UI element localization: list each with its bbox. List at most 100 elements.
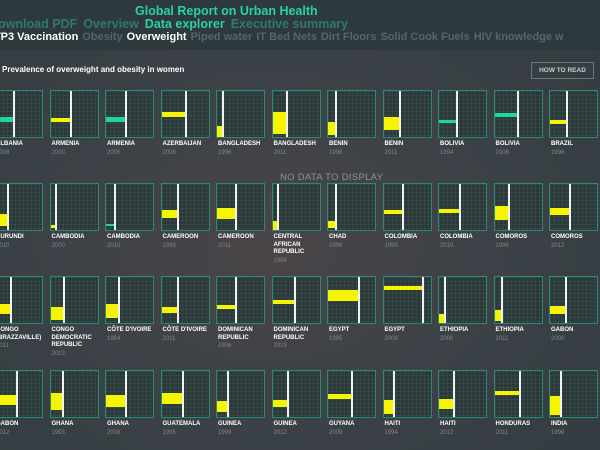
country-tile[interactable] bbox=[105, 183, 154, 231]
country-label: Côte d'Ivoire bbox=[162, 327, 207, 333]
prevalence-bar bbox=[383, 285, 422, 291]
nav-data-explorer[interactable]: Data explorer bbox=[144, 17, 225, 31]
country-label: Guinea bbox=[273, 421, 297, 427]
prevalence-bar bbox=[0, 213, 8, 227]
country-label: Guyana bbox=[329, 421, 355, 427]
prevalence-bar bbox=[0, 116, 13, 122]
country-tile[interactable] bbox=[105, 276, 154, 324]
country-tile[interactable] bbox=[327, 183, 376, 231]
reference-line bbox=[456, 91, 459, 137]
country-label: Honduras bbox=[495, 421, 531, 427]
country-tile[interactable] bbox=[0, 183, 43, 231]
survey-year: 1995 bbox=[329, 335, 343, 342]
country-tile[interactable] bbox=[327, 370, 376, 418]
survey-year: 2012 bbox=[440, 429, 454, 436]
country-tile[interactable] bbox=[493, 90, 543, 138]
country-tile[interactable] bbox=[271, 183, 321, 231]
country-tile[interactable] bbox=[0, 370, 43, 418]
country-label: Guinea bbox=[218, 421, 242, 427]
country-label: India bbox=[551, 421, 568, 427]
country-tile[interactable] bbox=[160, 90, 210, 138]
reference-line bbox=[124, 371, 127, 417]
country-tile[interactable] bbox=[216, 90, 265, 138]
country-tile[interactable] bbox=[49, 90, 99, 138]
country-tile[interactable] bbox=[549, 183, 598, 231]
reference-line bbox=[569, 184, 572, 230]
reference-line bbox=[234, 184, 237, 230]
country-tile[interactable] bbox=[493, 370, 543, 418]
country-tile[interactable] bbox=[0, 90, 43, 138]
reference-line bbox=[113, 184, 116, 230]
reference-line bbox=[234, 277, 237, 323]
reference-line bbox=[444, 277, 447, 323]
country-tile[interactable] bbox=[493, 276, 543, 324]
country-tile[interactable] bbox=[382, 183, 432, 231]
country-tile[interactable] bbox=[271, 276, 321, 324]
country-tile[interactable] bbox=[49, 276, 99, 324]
indicator-obesity[interactable]: Obesity bbox=[82, 31, 123, 43]
country-tile[interactable] bbox=[438, 183, 487, 231]
prevalence-bar bbox=[383, 209, 403, 214]
nav-overview[interactable]: Overview bbox=[83, 17, 139, 31]
country-tile[interactable] bbox=[549, 276, 598, 324]
country-tile[interactable] bbox=[382, 90, 432, 138]
country-tile[interactable] bbox=[105, 370, 154, 418]
prevalence-bar bbox=[550, 207, 570, 215]
survey-year: 1998 bbox=[162, 242, 176, 249]
country-tile[interactable] bbox=[160, 276, 210, 324]
country-label: Ghana bbox=[51, 421, 74, 427]
indicator-piped-water[interactable]: Piped water bbox=[190, 31, 253, 43]
country-tile[interactable] bbox=[49, 370, 99, 418]
country-label: Cambodia bbox=[51, 234, 85, 240]
country-tile[interactable] bbox=[438, 370, 487, 418]
country-tile[interactable] bbox=[493, 183, 543, 231]
country-tile[interactable] bbox=[160, 183, 210, 231]
country-tile[interactable] bbox=[271, 370, 321, 418]
country-tile[interactable] bbox=[216, 370, 265, 418]
nav-download-pdf[interactable]: Download PDF bbox=[0, 17, 78, 31]
survey-year: 2010 bbox=[0, 242, 10, 249]
indicator-dtp3-vaccination[interactable]: DTP3 Vaccination bbox=[0, 31, 79, 43]
country-tile[interactable] bbox=[549, 90, 598, 138]
country-label: Congo (Brazzaville) bbox=[0, 327, 42, 341]
country-tile[interactable] bbox=[271, 90, 321, 138]
indicator-solid-cook-fuels[interactable]: Solid Cook Fuels bbox=[380, 31, 470, 43]
country-tile[interactable] bbox=[160, 370, 210, 418]
prevalence-bar bbox=[439, 119, 457, 124]
country-label: Gabon bbox=[0, 421, 19, 427]
country-tile[interactable] bbox=[327, 90, 376, 138]
indicator-hiv-knowledge[interactable]: HIV knowledge w bbox=[473, 31, 564, 43]
country-tile[interactable] bbox=[549, 370, 598, 418]
indicator-itn-bed-nets[interactable]: IT Bed Nets bbox=[256, 31, 317, 43]
survey-year: 1996 bbox=[218, 149, 232, 156]
survey-year: 2000 bbox=[51, 242, 65, 249]
prevalence-bar bbox=[106, 394, 125, 408]
country-tile[interactable] bbox=[438, 276, 487, 324]
country-tile[interactable] bbox=[0, 276, 43, 324]
country-label: Comoros bbox=[551, 234, 583, 240]
nav-executive-summary[interactable]: Executive summary bbox=[230, 17, 349, 31]
country-tile[interactable] bbox=[49, 183, 99, 231]
reference-line bbox=[125, 91, 128, 137]
survey-year: 1996 bbox=[495, 242, 509, 249]
country-tile[interactable] bbox=[382, 370, 432, 418]
country-tile[interactable] bbox=[438, 90, 487, 138]
how-to-read-button[interactable]: HOW TO READ bbox=[531, 62, 594, 79]
country-label: Bolivia bbox=[495, 141, 520, 147]
indicator-overweight[interactable]: Overweight bbox=[126, 31, 187, 43]
country-tile[interactable] bbox=[216, 276, 265, 324]
chart-subtitle: Prevalence of overweight and obesity in … bbox=[2, 65, 185, 74]
country-label: Burundi bbox=[0, 234, 24, 240]
country-tile[interactable] bbox=[382, 276, 432, 324]
country-label: Bolivia bbox=[440, 141, 465, 147]
indicator-dirt-floors[interactable]: Dirt Floors bbox=[320, 31, 377, 43]
survey-year: 2000 bbox=[551, 335, 565, 342]
country-tile[interactable] bbox=[216, 183, 265, 231]
prevalence-bar bbox=[217, 207, 235, 220]
prevalence-bar bbox=[328, 122, 335, 136]
country-label: Benin bbox=[384, 141, 404, 147]
country-tile[interactable] bbox=[327, 276, 376, 324]
site-title[interactable]: Global Report on Urban Health bbox=[135, 4, 318, 18]
country-tile[interactable] bbox=[105, 90, 154, 138]
prevalence-bar bbox=[272, 300, 295, 304]
